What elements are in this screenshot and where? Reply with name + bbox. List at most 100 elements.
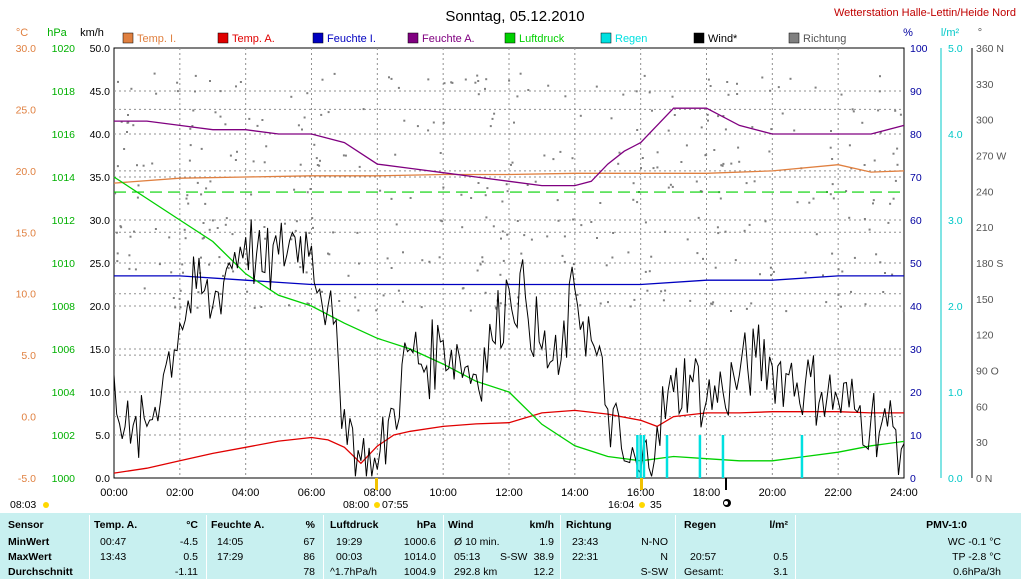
direction-dot [116, 165, 119, 168]
moon-marker [725, 478, 727, 490]
direction-dot [891, 273, 894, 276]
pmv-tp: TP -2.8 °C [952, 551, 1001, 563]
temp-title: Temp. A. [94, 519, 138, 531]
direction-dot [622, 93, 625, 96]
direction-dot [648, 270, 651, 273]
direction-dot [191, 125, 194, 127]
regen-title: Regen [684, 519, 717, 531]
dir-tick-label: 60 [976, 401, 988, 413]
direction-dot [235, 85, 237, 88]
richtung-row1: N-NO [641, 536, 668, 548]
dir-tick-label: 210 [976, 222, 994, 234]
direction-dot [812, 197, 815, 200]
druck-trend: ^1.7hPa/h [330, 566, 377, 578]
direction-dot [294, 229, 297, 232]
direction-dot [205, 187, 208, 190]
direction-dot [116, 260, 119, 263]
direction-dot [671, 185, 674, 188]
direction-dot [397, 289, 400, 292]
dir-tick-label: 150 [976, 294, 994, 306]
temp-tick-label: 5.0 [21, 350, 36, 362]
direction-dot [879, 131, 882, 134]
direction-dot [873, 159, 876, 162]
direction-dot [878, 90, 881, 93]
direction-dot [837, 293, 840, 296]
direction-dot [484, 194, 487, 197]
direction-dot [722, 115, 725, 117]
legend-label: Wind* [708, 33, 738, 45]
direction-dot [712, 301, 715, 304]
direction-dot [526, 184, 529, 186]
direction-dot [123, 148, 126, 150]
x-tick-label: 14:00 [561, 487, 589, 499]
direction-dot [308, 232, 311, 234]
direction-dot [508, 79, 511, 82]
rain-tick-label: 2.0 [948, 301, 963, 313]
direction-dot [362, 108, 365, 111]
direction-dot [611, 256, 614, 259]
direction-dot [450, 81, 453, 84]
richtung-row1-time: 23:43 [572, 536, 599, 548]
direction-dot [441, 220, 444, 223]
chart-grid [114, 48, 904, 478]
direction-dot [887, 221, 890, 224]
druck-avg: 1004.9 [403, 566, 436, 578]
stats-label-column: Sensor MinWert MaxWert Durchschnitt [8, 513, 88, 579]
temp-tick-label: 20.0 [16, 166, 37, 178]
direction-dot [451, 81, 454, 84]
x-tick-label: 16:00 [627, 487, 655, 499]
direction-dot [499, 302, 502, 305]
direction-dot [516, 302, 519, 305]
legend-swatch [504, 32, 516, 44]
direction-dot [832, 197, 835, 200]
wind-max: 38.9 [533, 551, 554, 563]
sun-marker [640, 478, 643, 490]
direction-dot [673, 114, 676, 116]
direction-dot [416, 125, 419, 128]
direction-dot [231, 233, 234, 236]
wind-tick-label: 35.0 [90, 172, 111, 184]
legend-label: Feuchte I. [327, 33, 376, 45]
stats-regen-column: Regen l/m² 20:57 0.5 Gesamt: 3.1 [684, 513, 792, 579]
direction-dot [516, 220, 519, 222]
direction-dot [209, 80, 211, 82]
direction-dot [894, 179, 897, 182]
direction-dot [222, 274, 224, 277]
direction-dot [564, 95, 567, 98]
direction-dot [489, 125, 492, 128]
direction-dot [511, 161, 514, 164]
sensor-label: Sensor [8, 519, 44, 531]
dir-tick-label: 300 [976, 115, 994, 127]
direction-dot [737, 146, 740, 149]
x-tick-label: 20:00 [759, 487, 787, 499]
direction-dot [460, 193, 463, 196]
chart-legend: Temp. I. Temp. A. Feuchte I. Feuchte A. Luft… [122, 32, 846, 45]
direction-dot [315, 157, 318, 160]
direction-dot [306, 191, 309, 194]
dir-tick-label: 30 [976, 437, 988, 449]
direction-dot [777, 86, 780, 89]
direction-dot [390, 77, 393, 80]
legend-swatch [407, 32, 419, 44]
direction-dot [516, 95, 519, 98]
direction-dot [617, 162, 620, 165]
richtung-title: Richtung [566, 519, 612, 531]
direction-dot [685, 144, 688, 147]
direction-dot [656, 151, 659, 154]
wind-tick-label: 25.0 [90, 258, 111, 270]
direction-dot [301, 128, 303, 131]
direction-dot [486, 187, 489, 190]
direction-dot [432, 121, 435, 124]
direction-dot [153, 72, 156, 75]
temp-tick-label: 15.0 [16, 227, 37, 239]
direction-dot [192, 109, 195, 112]
direction-dot [261, 119, 264, 121]
direction-dot [656, 166, 659, 169]
direction-dot [850, 167, 853, 170]
direction-dot [852, 110, 855, 113]
direction-dot [636, 129, 639, 131]
humid-tick-label: 20 [910, 387, 922, 399]
legend-swatch [312, 32, 324, 44]
legend-swatch [122, 32, 134, 44]
direction-dot [328, 253, 331, 256]
